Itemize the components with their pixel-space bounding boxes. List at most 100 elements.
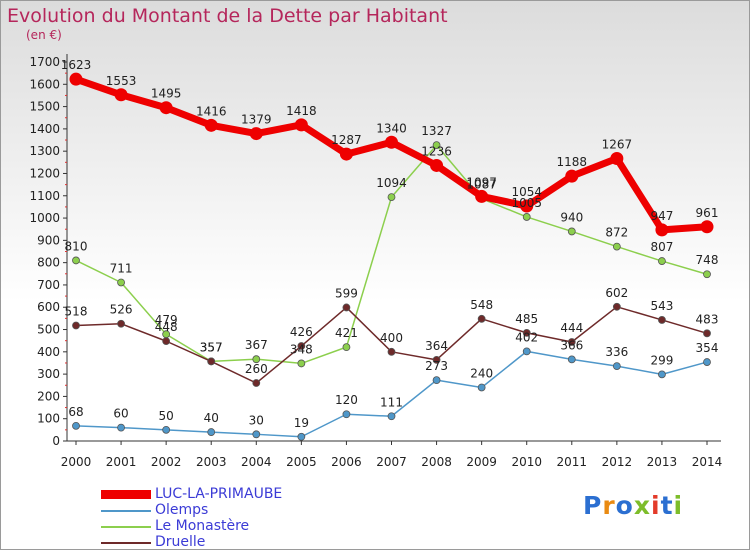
logo-letter: P	[583, 491, 603, 520]
data-point	[387, 347, 396, 356]
data-label: 30	[249, 413, 264, 427]
data-label: 1267	[602, 138, 633, 152]
data-label: 299	[650, 353, 673, 367]
data-point	[703, 358, 711, 366]
logo-letter: i	[651, 491, 661, 520]
y-tick-label: 900	[37, 233, 60, 247]
logo-letter: t	[660, 491, 674, 520]
data-label: 240	[470, 366, 493, 380]
data-label: 1623	[61, 58, 92, 72]
data-point	[567, 338, 576, 346]
data-point	[432, 355, 441, 364]
data-point	[117, 319, 125, 328]
data-label: 40	[204, 411, 219, 425]
x-tick-label: 2009	[466, 455, 497, 469]
data-point	[432, 376, 441, 385]
y-tick-label: 300	[37, 367, 60, 381]
data-label: 444	[560, 321, 583, 335]
data-point	[430, 158, 444, 172]
data-label: 260	[245, 362, 268, 376]
x-tick-label: 2012	[602, 455, 633, 469]
x-tick-label: 2011	[557, 455, 588, 469]
data-label: 357	[200, 340, 223, 354]
data-point	[658, 370, 666, 379]
data-label: 1553	[106, 74, 137, 88]
y-tick-label: 1000	[29, 211, 60, 225]
data-point	[567, 355, 576, 364]
data-label: 448	[155, 320, 178, 334]
data-point	[297, 432, 306, 441]
data-label: 526	[110, 303, 133, 317]
data-label: 1094	[376, 176, 407, 190]
data-label: 1236	[421, 144, 452, 158]
data-point	[72, 321, 80, 330]
data-label: 940	[560, 210, 583, 224]
y-tick-label: 1100	[29, 189, 60, 203]
data-label: 1327	[421, 124, 452, 138]
y-tick-label: 200	[37, 389, 60, 403]
data-label: 961	[696, 206, 719, 220]
legend-item: Druelle	[101, 534, 361, 550]
y-tick-label: 1400	[29, 122, 60, 136]
data-label: 120	[335, 393, 358, 407]
legend-label: LUC-LA-PRIMAUBE	[155, 486, 283, 502]
y-tick-label: 1600	[29, 77, 60, 91]
x-tick-label: 2003	[196, 455, 227, 469]
chart-title: Evolution du Montant de la Dette par Hab…	[7, 5, 448, 27]
x-tick-label: 2010	[511, 455, 542, 469]
data-point	[522, 347, 531, 356]
data-point	[162, 425, 171, 434]
data-point	[612, 362, 621, 370]
logo-letter: i	[673, 491, 684, 520]
y-tick-label: 800	[37, 256, 60, 270]
y-tick-label: 1200	[29, 166, 60, 180]
data-label: 400	[380, 331, 403, 345]
data-point	[252, 355, 261, 364]
data-point	[475, 189, 489, 203]
x-tick-label: 2014	[692, 455, 723, 469]
data-point	[69, 72, 83, 86]
data-label: 1087	[466, 178, 497, 192]
data-point	[703, 270, 711, 279]
data-point	[117, 278, 125, 287]
data-point	[387, 193, 396, 202]
chart-unit: (en €)	[26, 28, 62, 42]
data-point	[612, 242, 621, 251]
data-point	[703, 329, 711, 338]
legend-label: Druelle	[155, 534, 206, 550]
data-point	[249, 127, 263, 141]
data-label: 366	[560, 338, 583, 352]
data-point	[297, 342, 306, 350]
data-label: 19	[294, 416, 309, 430]
data-point	[252, 430, 261, 439]
data-label: 111	[380, 395, 403, 409]
data-label: 1188	[557, 155, 588, 169]
data-label: 426	[290, 325, 313, 339]
legend-swatch	[101, 490, 151, 499]
data-label: 599	[335, 286, 358, 300]
legend-swatch	[101, 526, 151, 528]
data-point	[162, 337, 171, 346]
data-label: 1416	[196, 104, 227, 118]
legend-swatch	[101, 510, 151, 512]
data-point	[658, 257, 666, 265]
data-label: 485	[515, 312, 538, 326]
x-tick-label: 2002	[151, 455, 182, 469]
data-label: 60	[113, 407, 128, 421]
data-label: 548	[470, 298, 493, 312]
data-point	[567, 227, 576, 236]
data-label: 1287	[331, 133, 362, 147]
data-point	[159, 101, 173, 115]
data-point	[342, 410, 351, 419]
data-point	[252, 379, 261, 387]
chart-legend: LUC-LA-PRIMAUBE Olemps Le Monastère Druelle	[101, 486, 361, 550]
proxiti-logo: Proxiti	[583, 491, 683, 520]
data-point	[204, 118, 218, 132]
data-label: 336	[605, 345, 628, 359]
data-point	[342, 343, 351, 352]
data-point	[522, 213, 531, 221]
legend-item: LUC-LA-PRIMAUBE	[101, 486, 361, 503]
logo-letter: o	[615, 491, 634, 520]
logo-letter: r	[602, 491, 616, 520]
